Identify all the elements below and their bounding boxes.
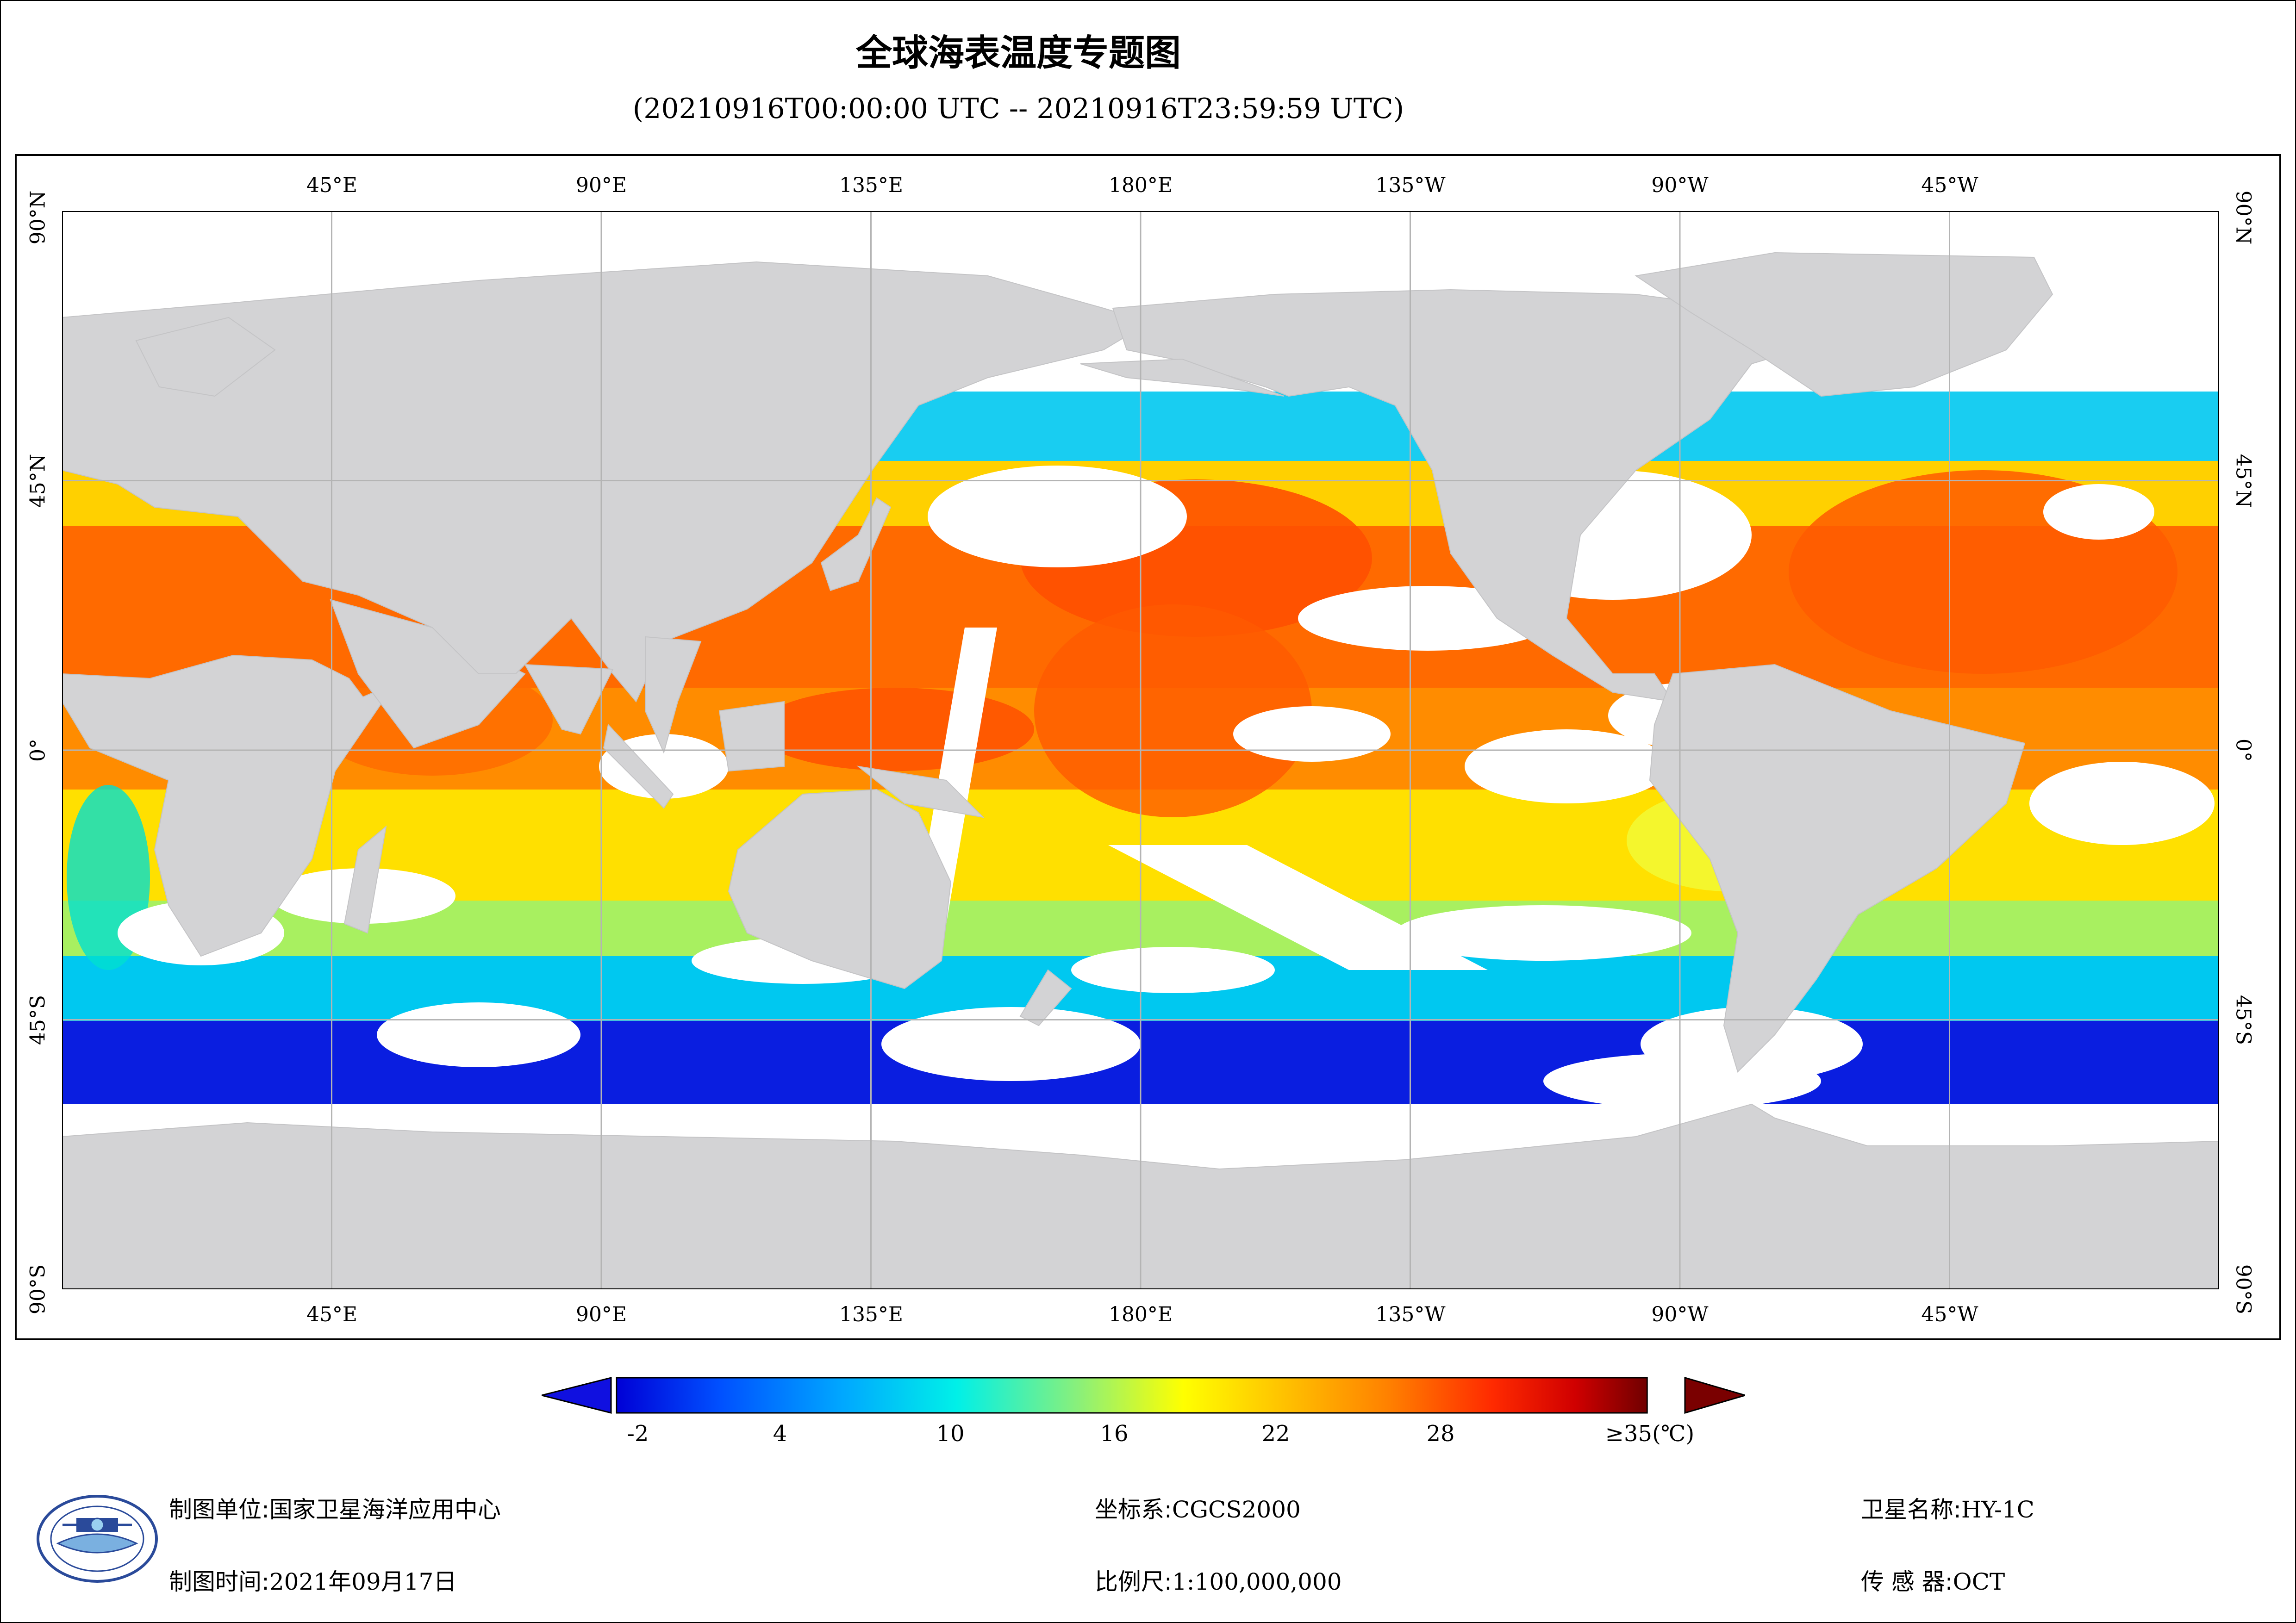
unit-value: 国家卫星海洋应用中心 [269,1496,501,1523]
lon-label-90e: 90°E [575,174,627,197]
info-time: 制图时间:2021年09月17日 [169,1563,456,1597]
sensor-value: OCT [1953,1568,2005,1595]
info-sensor: 传 感 器:OCT [1861,1563,2005,1597]
map-time-range: (20210916T00:00:00 UTC -- 20210916T23:59… [632,93,1404,125]
lat-label-45n-right: 45°N [2231,454,2255,508]
colorbar-tick-16: 16 [1100,1421,1129,1447]
scale-label: 比例尺: [1095,1568,1172,1595]
lat-label-90s: 90°S [26,1264,50,1315]
info-satellite: 卫星名称:HY-1C [1861,1491,2034,1524]
sensor-label: 传 感 器: [1861,1568,1953,1595]
colorbar-tick-28: 28 [1426,1421,1455,1447]
lat-label-90n: 90°N [26,190,50,245]
lon-label-90e-bottom: 90°E [575,1303,627,1326]
lon-label-180e: 180°E [1108,174,1173,197]
colorbar-over-arrow [1684,1376,1745,1414]
lon-label-45w: 45°W [1921,174,1978,197]
lon-label-45w-bottom: 45°W [1921,1303,1978,1326]
map-frame [15,154,2281,1340]
lat-label-0: 0° [26,739,50,762]
lat-label-45s-right: 45°S [2231,995,2255,1045]
colorbar-tick-4: 4 [773,1421,787,1447]
crs-label: 坐标系: [1095,1496,1172,1523]
colorbar-tick-35: ≥35(℃) [1605,1421,1695,1447]
crs-value: CGCS2000 [1172,1496,1301,1523]
lat-label-90n-right: 90°N [2231,190,2255,245]
lon-label-135e-bottom: 135°E [839,1303,904,1326]
lon-label-45e-bottom: 45°E [306,1303,358,1326]
sst-map[interactable] [62,211,2219,1289]
lon-label-135w: 135°W [1375,174,1446,197]
info-unit: 制图单位:国家卫星海洋应用中心 [169,1491,501,1524]
info-crs: 坐标系:CGCS2000 [1095,1491,1301,1524]
lon-label-180e-bottom: 180°E [1108,1303,1173,1326]
lat-label-45n: 45°N [26,454,50,508]
colorbar-tick-neg2: -2 [627,1421,649,1447]
unit-label: 制图单位: [169,1496,269,1523]
colorbar [542,1376,1745,1414]
lat-label-0-right: 0° [2231,739,2255,762]
colorbar-under-arrow [542,1377,612,1414]
colorbar-tick-22: 22 [1261,1421,1290,1447]
nsoas-logo [37,1495,158,1583]
lat-label-45s: 45°S [26,995,50,1045]
lon-label-90w-bottom: 90°W [1651,1303,1709,1326]
satellite-label: 卫星名称: [1861,1496,1961,1523]
map-title: 全球海表温度专题图 [855,32,1181,74]
lat-label-90s-right: 90°S [2231,1264,2255,1315]
lon-label-45e: 45°E [306,174,358,197]
lon-label-135w-bottom: 135°W [1375,1303,1446,1326]
time-label: 制图时间: [169,1568,269,1595]
lon-label-135e: 135°E [839,174,904,197]
colorbar-gradient [616,1377,1648,1414]
info-scale: 比例尺:1:100,000,000 [1095,1563,1342,1597]
time-value: 2021年09月17日 [269,1568,457,1595]
graticule [62,211,2219,1289]
colorbar-tick-10: 10 [936,1421,965,1447]
scale-value: 1:100,000,000 [1172,1568,1342,1595]
satellite-value: HY-1C [1961,1496,2034,1523]
lon-label-90w: 90°W [1651,174,1709,197]
